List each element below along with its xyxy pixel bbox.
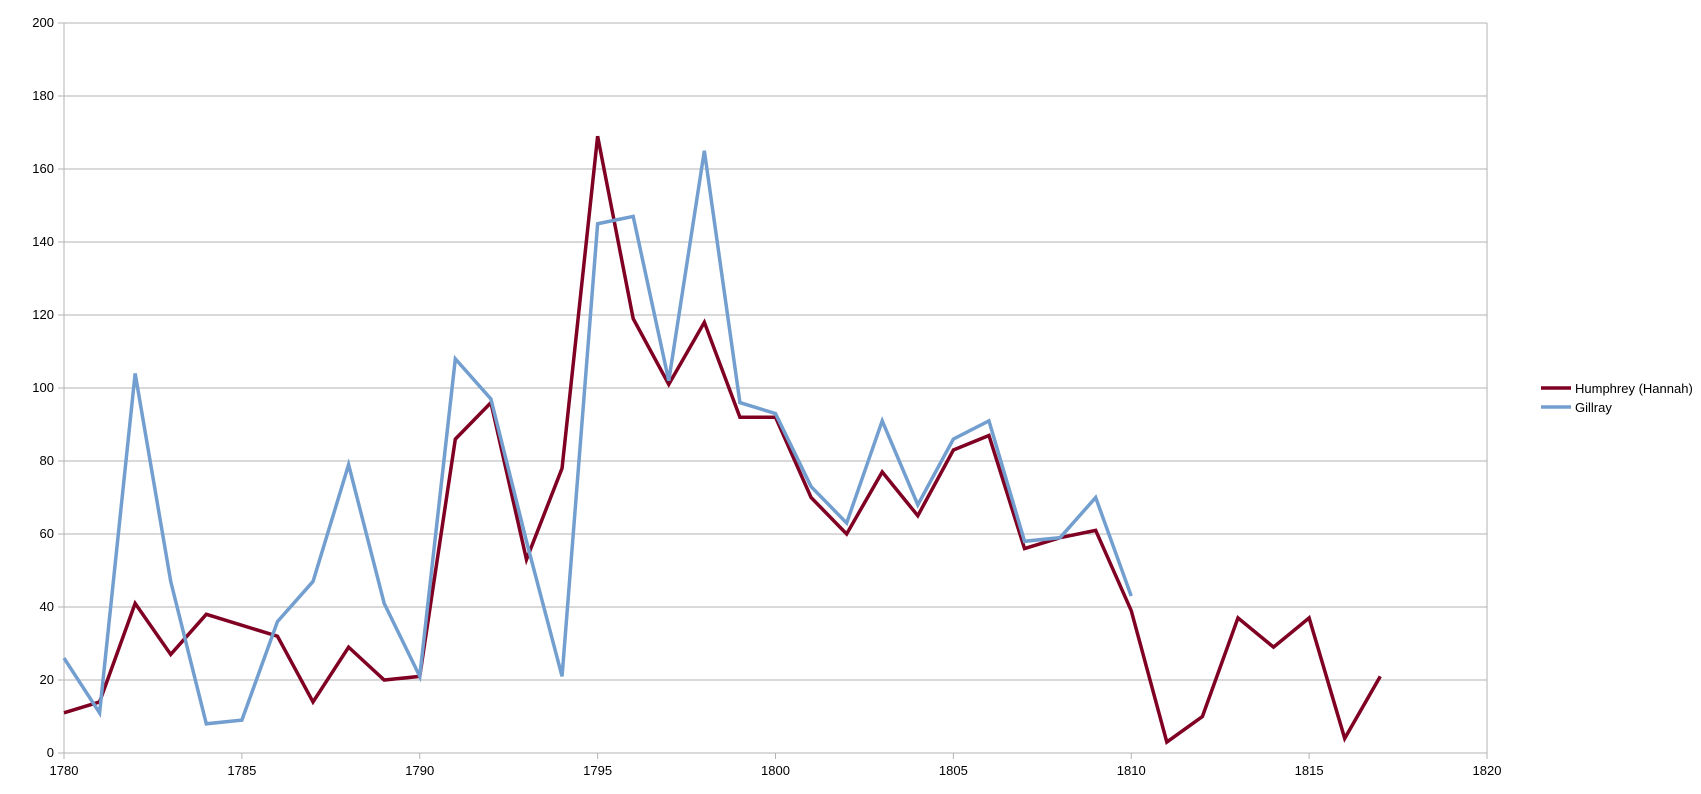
y-tick-label: 80: [40, 453, 54, 468]
x-tick-label: 1815: [1295, 763, 1324, 778]
series-lines: [62, 135, 1382, 745]
x-tick-label: 1785: [227, 763, 256, 778]
series-line-gillray: [62, 150, 1133, 726]
y-tick-label: 0: [47, 745, 54, 760]
legend-label: Gillray: [1575, 400, 1612, 415]
y-tick-label: 60: [40, 526, 54, 541]
x-tick-label: 1790: [405, 763, 434, 778]
y-tick-label: 100: [32, 380, 54, 395]
y-tick-label: 20: [40, 672, 54, 687]
legend: Humphrey (Hannah) Gillray: [1541, 381, 1693, 415]
x-tick-label: 1810: [1117, 763, 1146, 778]
x-tick-label: 1800: [761, 763, 790, 778]
y-tick-label: 180: [32, 88, 54, 103]
axes: 0 20 40 60 80 100 120 140 160 180 200 1780 1785 1790 1…: [32, 15, 1501, 778]
series-line-humphrey-hannah: [63, 135, 1382, 745]
x-tick-label: 1820: [1473, 763, 1502, 778]
y-tick-label: 160: [32, 161, 54, 176]
legend-label: Humphrey (Hannah): [1575, 381, 1693, 396]
x-tick-label: 1805: [939, 763, 968, 778]
y-tick-label: 140: [32, 234, 54, 249]
y-tick-label: 200: [32, 15, 54, 30]
x-tick-label: 1795: [583, 763, 612, 778]
y-tick-label: 120: [32, 307, 54, 322]
y-tick-label: 40: [40, 599, 54, 614]
x-tick-label: 1780: [50, 763, 79, 778]
